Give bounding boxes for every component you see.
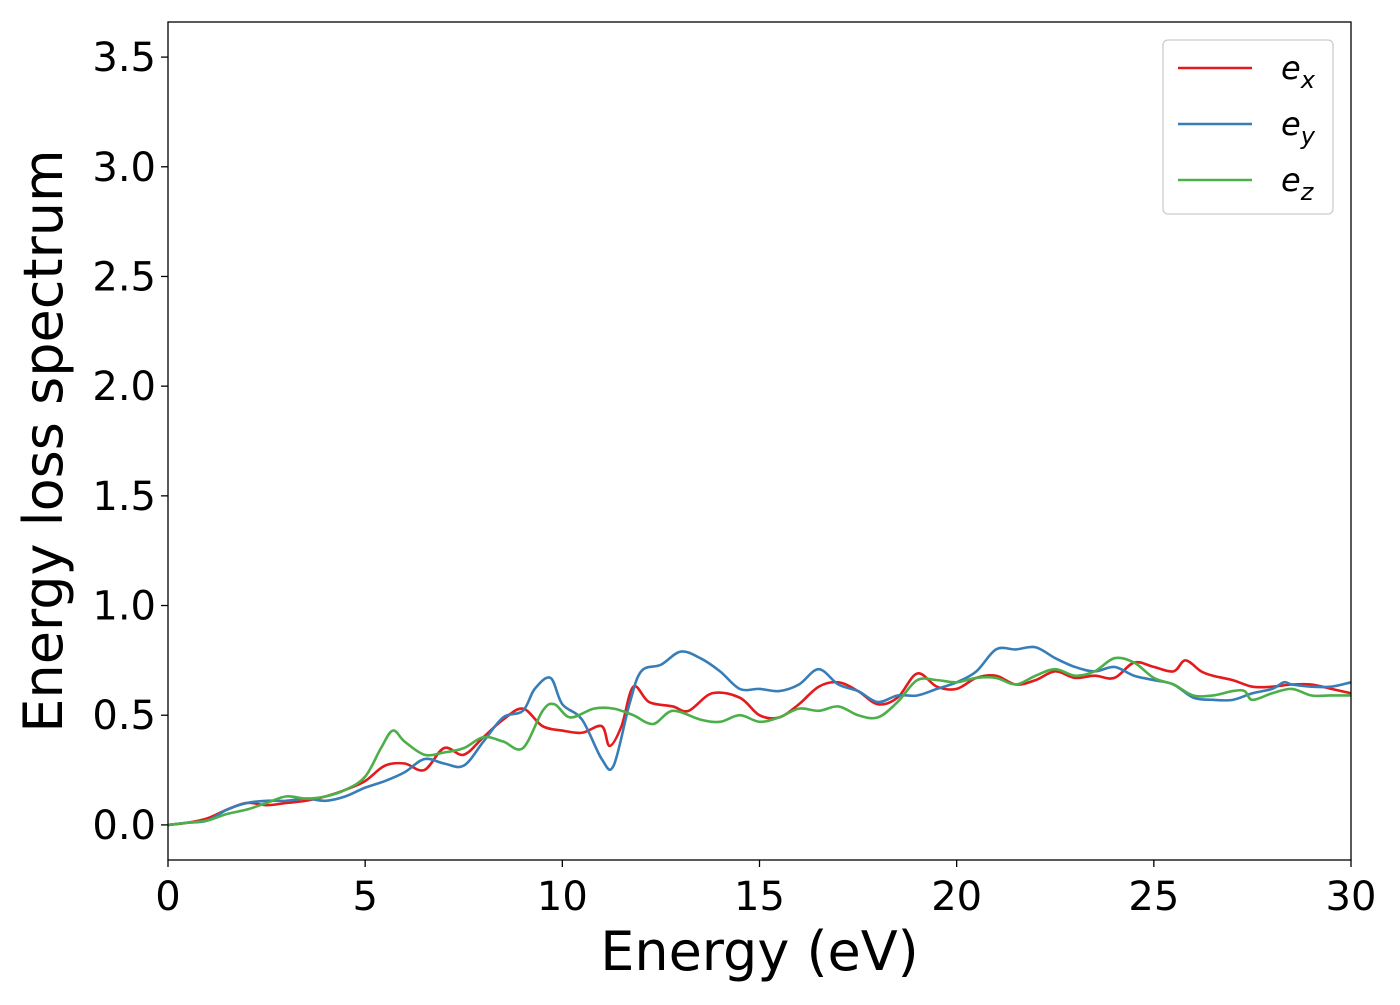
y-axis-title: Energy loss spectrum [12,149,75,732]
y-tick-label: 1.0 [92,584,156,630]
y-tick-label: 2.0 [92,364,156,410]
x-tick-label: 30 [1326,874,1377,920]
y-axis-ticks: 0.0 0.5 1.0 1.5 2.0 2.5 3.0 3.5 [92,35,168,849]
legend-box [1162,39,1334,215]
x-tick-label: 15 [734,874,785,920]
y-tick-label: 3.0 [92,145,156,191]
x-tick-label: 5 [352,874,377,920]
x-axis-title: Energy (eV) [600,920,919,983]
series-line-e-z [167,656,1351,827]
series-layer [167,645,1352,827]
y-tick-label: 0.0 [92,803,156,849]
y-tick-label: 1.5 [92,474,156,520]
y-tick-label: 0.5 [92,693,156,739]
x-axis-ticks: 0 5 10 15 20 25 30 [155,860,1376,920]
x-tick-label: 25 [1128,874,1179,920]
y-tick-label: 2.5 [92,254,156,300]
series-line-e-x [167,659,1352,827]
x-tick-label: 20 [931,874,982,920]
x-tick-label: 0 [155,874,180,920]
x-tick-label: 10 [537,874,588,920]
y-tick-label: 3.5 [92,35,156,81]
